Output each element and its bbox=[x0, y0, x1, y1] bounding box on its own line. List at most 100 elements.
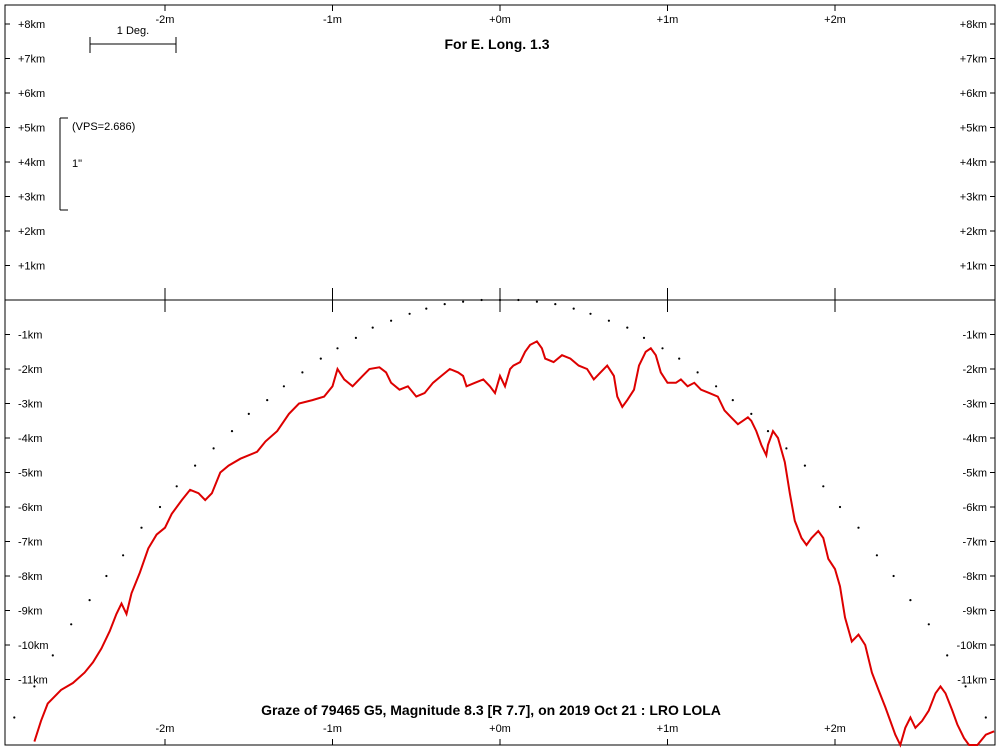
y-tick-label-right-9: -2km bbox=[963, 364, 987, 376]
limb-dot-44 bbox=[803, 464, 807, 467]
y-tick-label-left-12: -5km bbox=[18, 468, 42, 480]
limb-dot-53 bbox=[964, 685, 967, 688]
limb-dot-52 bbox=[946, 654, 949, 657]
limb-dot-11 bbox=[212, 447, 215, 450]
limb-dot-38 bbox=[696, 371, 699, 374]
y-tick-label-right-3: +5km bbox=[960, 123, 987, 135]
y-tick-label-left-17: -10km bbox=[18, 640, 49, 652]
limb-dot-21 bbox=[390, 319, 393, 322]
vps-label: (VPS=2.686) bbox=[72, 121, 135, 133]
x-tick-label-bottom-2: +0m bbox=[489, 723, 511, 735]
vps-unit-label: 1" bbox=[72, 158, 82, 170]
limb-dot-24 bbox=[443, 303, 446, 306]
y-tick-label-left-6: +2km bbox=[18, 226, 45, 238]
limb-dot-17 bbox=[319, 357, 322, 360]
limb-dot-43 bbox=[785, 447, 788, 450]
limb-dot-39 bbox=[715, 385, 718, 388]
y-tick-label-right-0: +8km bbox=[960, 19, 987, 31]
y-tick-label-left-4: +4km bbox=[18, 157, 45, 169]
y-tick-label-right-4: +4km bbox=[960, 157, 987, 169]
y-tick-label-left-3: +5km bbox=[18, 123, 45, 135]
chart-caption: Graze of 79465 G5, Magnitude 8.3 [R 7.7]… bbox=[261, 702, 721, 718]
y-tick-label-right-1: +7km bbox=[960, 54, 987, 66]
limb-dot-31 bbox=[572, 307, 575, 310]
limb-dot-35 bbox=[642, 336, 646, 339]
y-tick-label-left-5: +3km bbox=[18, 192, 45, 204]
limb-dot-8 bbox=[158, 505, 162, 509]
limb-dot-18 bbox=[336, 347, 339, 350]
limb-dot-23 bbox=[425, 307, 428, 310]
limb-dot-4 bbox=[88, 599, 91, 602]
x-tick-label-top-4: +2m bbox=[824, 14, 846, 26]
limb-dot-45 bbox=[822, 485, 825, 488]
limb-dot-5 bbox=[105, 574, 108, 578]
x-tick-label-top-0: -2m bbox=[156, 14, 175, 26]
limb-dot-51 bbox=[927, 623, 930, 626]
limb-dot-46 bbox=[838, 505, 842, 509]
y-tick-label-left-10: -3km bbox=[18, 399, 42, 411]
limb-dot-37 bbox=[678, 357, 681, 360]
limb-profile-line bbox=[33, 340, 995, 748]
limb-dot-7 bbox=[140, 526, 143, 529]
limb-dot-50 bbox=[909, 599, 912, 602]
y-tick-label-right-2: +6km bbox=[960, 88, 987, 100]
limb-dot-28 bbox=[517, 298, 520, 302]
limb-dot-54 bbox=[984, 716, 987, 719]
limb-dot-3 bbox=[70, 623, 73, 626]
y-tick-label-right-15: -8km bbox=[963, 571, 987, 583]
y-tick-label-right-18: -11km bbox=[957, 675, 987, 687]
mean-limb-dots bbox=[13, 298, 987, 719]
limb-dot-25 bbox=[462, 300, 465, 303]
y-tick-label-right-6: +2km bbox=[960, 226, 987, 238]
axis-ticks: -2m -2m -1m -1m +0m +0m +1m +1m +2m +2m +8km +8km +7… bbox=[5, 5, 995, 745]
y-tick-label-right-14: -7km bbox=[963, 537, 987, 549]
vps-bracket: (VPS=2.686) 1" bbox=[59, 117, 135, 211]
y-tick-label-right-10: -3km bbox=[963, 399, 987, 411]
limb-dot-48 bbox=[875, 554, 879, 557]
scale-bar: 1 Deg. bbox=[89, 25, 177, 53]
limb-dot-19 bbox=[354, 336, 357, 339]
x-tick-label-top-2: +0m bbox=[489, 14, 511, 26]
x-tick-label-top-1: -1m bbox=[323, 14, 342, 26]
limb-dot-16 bbox=[301, 371, 304, 374]
chart-title: For E. Long. 1.3 bbox=[444, 36, 549, 52]
y-tick-label-left-14: -7km bbox=[18, 537, 42, 549]
limb-dot-22 bbox=[408, 312, 411, 315]
y-tick-label-left-2: +6km bbox=[18, 88, 45, 100]
y-tick-label-left-16: -9km bbox=[18, 606, 42, 618]
x-tick-label-top-3: +1m bbox=[657, 14, 679, 26]
limb-dot-0 bbox=[13, 716, 16, 719]
y-tick-label-left-0: +8km bbox=[18, 19, 45, 31]
limb-dot-15 bbox=[282, 385, 285, 388]
limb-dot-47 bbox=[857, 526, 860, 529]
limb-dot-1 bbox=[33, 685, 36, 688]
x-tick-label-bottom-1: -1m bbox=[323, 723, 342, 735]
limb-dot-32 bbox=[589, 312, 592, 315]
x-tick-label-bottom-3: +1m bbox=[657, 723, 679, 735]
limb-dot-41 bbox=[750, 412, 753, 415]
limb-dot-30 bbox=[554, 303, 557, 306]
limb-dot-6 bbox=[122, 554, 125, 557]
y-tick-label-left-15: -8km bbox=[18, 571, 42, 583]
limb-dot-12 bbox=[230, 430, 234, 433]
limb-dot-49 bbox=[892, 574, 895, 578]
limb-dot-36 bbox=[661, 347, 664, 350]
y-tick-label-left-18: -11km bbox=[18, 675, 48, 687]
limb-dot-2 bbox=[51, 654, 54, 657]
x-tick-label-bottom-0: -2m bbox=[156, 723, 175, 735]
y-tick-label-right-8: -1km bbox=[963, 330, 987, 342]
limb-dot-13 bbox=[247, 412, 250, 415]
y-tick-label-left-1: +7km bbox=[18, 54, 45, 66]
y-tick-label-left-7: +1km bbox=[18, 261, 45, 273]
limb-dot-42 bbox=[766, 430, 770, 433]
y-tick-label-right-12: -5km bbox=[963, 468, 987, 480]
limb-dot-14 bbox=[266, 399, 269, 402]
limb-dot-20 bbox=[371, 326, 374, 329]
y-tick-label-left-9: -2km bbox=[18, 364, 42, 376]
y-tick-label-left-8: -1km bbox=[18, 330, 42, 342]
limb-dot-34 bbox=[626, 326, 629, 329]
limb-dot-10 bbox=[194, 464, 197, 467]
y-tick-label-left-13: -6km bbox=[18, 502, 42, 514]
limb-dot-33 bbox=[607, 319, 611, 322]
